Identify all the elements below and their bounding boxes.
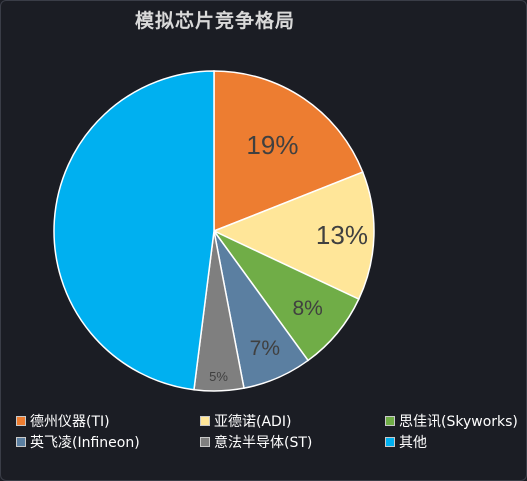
pie-slice-1 — [212, 171, 375, 301]
legend-label: 德州仪器(TI) — [30, 414, 110, 430]
legend-label: 其他 — [399, 435, 427, 451]
legend-label: 英飞凌(Infineon) — [30, 435, 140, 451]
data-label-4: 5% — [209, 369, 228, 384]
legend-swatch — [385, 437, 395, 447]
legend-swatch — [385, 416, 395, 426]
legend-swatch — [16, 437, 26, 447]
data-label-3: 7% — [250, 337, 280, 360]
pie-slice-0 — [213, 70, 364, 233]
legend-label: 亚德诺(ADI) — [214, 414, 292, 430]
legend-item-2: 思佳讯(Skyworks) — [385, 411, 518, 431]
legend-swatch — [200, 437, 210, 447]
legend-item-0: 德州仪器(TI) — [16, 411, 110, 431]
data-label-2: 8% — [293, 297, 323, 320]
pie-slice-5 — [53, 70, 215, 391]
legend-label: 意法半导体(ST) — [214, 435, 313, 451]
data-label-1: 13% — [316, 220, 368, 250]
legend-item-1: 亚德诺(ADI) — [200, 411, 291, 431]
data-label-0: 19% — [246, 130, 298, 160]
legend-item-3: 英飞凌(Infineon) — [16, 432, 140, 452]
legend-swatch — [16, 416, 26, 426]
legend-item-4: 意法半导体(ST) — [200, 432, 312, 452]
legend-item-5: 其他 — [385, 432, 427, 452]
legend-label: 思佳讯(Skyworks) — [399, 414, 518, 430]
legend-swatch — [200, 416, 210, 426]
pie-chart: 19% 13% 8% 7% 5% — [53, 70, 375, 392]
chart-title: 模拟芯片竞争格局 — [134, 10, 295, 32]
